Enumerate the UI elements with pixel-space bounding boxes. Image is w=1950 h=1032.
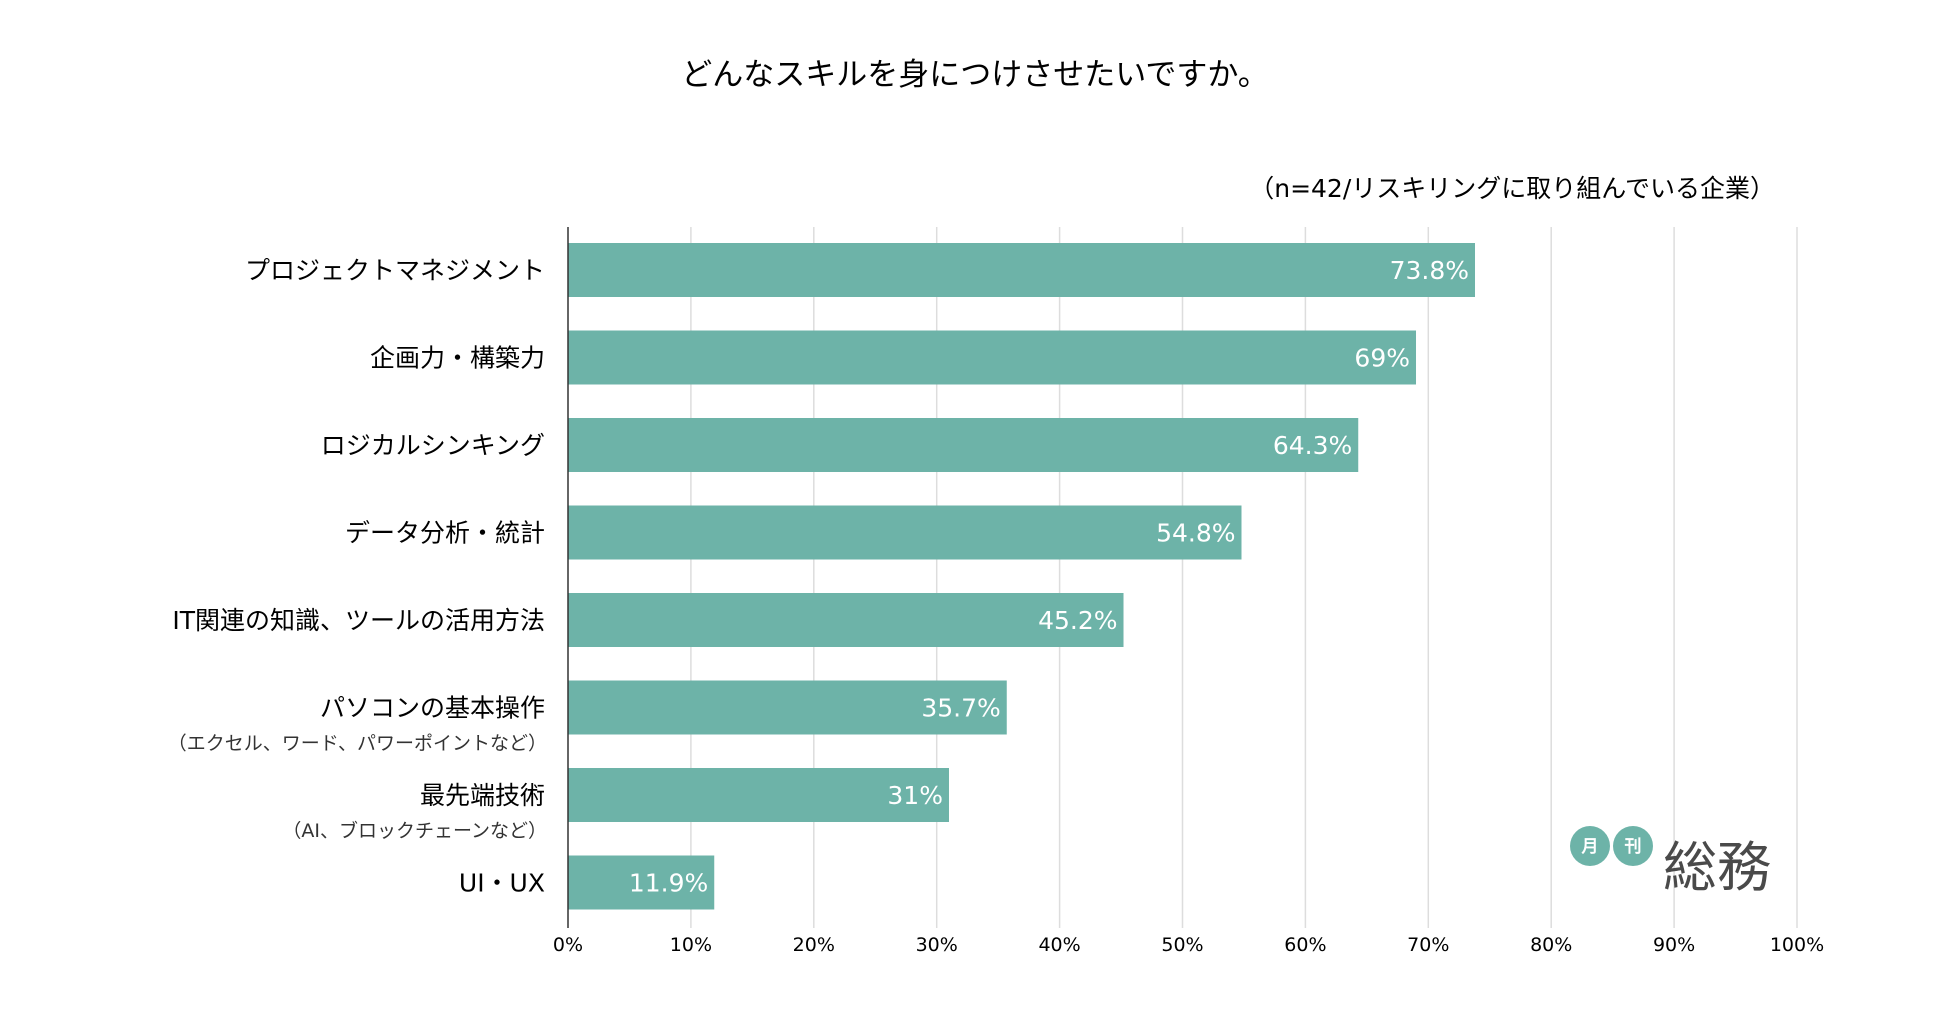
category-label: ロジカルシンキング [321,431,545,460]
x-tick-label: 10% [670,934,712,956]
x-tick-label: 100% [1770,934,1824,956]
x-tick-label: 90% [1653,934,1695,956]
bar-value-label: 35.7% [921,694,1000,723]
bar [568,680,1007,735]
bar-value-label: 69% [1354,344,1410,373]
bar [568,505,1242,560]
bars: 73.8% 69% 64.3% 54.8% 45.2% 35.7% 31% 11.9% [568,243,1476,910]
bar-value-label: 31% [887,781,943,810]
chart-title: どんなスキルを身につけさせたいですか。 [681,57,1268,93]
x-tick-label: 20% [793,934,835,956]
bar [568,418,1359,472]
bar [568,243,1476,297]
x-tick-label: 70% [1407,934,1449,956]
bar [568,855,715,910]
logo-circle-2 [1613,826,1653,866]
bar [568,330,1417,385]
logo-circle-1 [1570,826,1610,866]
x-tick-label: 60% [1284,934,1326,956]
category-label: UI・UX [459,869,545,898]
bar-value-label: 73.8% [1390,256,1469,285]
x-tick-label: 50% [1161,934,1203,956]
bar [568,768,949,822]
x-axis-ticks: 0% 10% 20% 30% 40% 50% 60% 70% 80% 90% 100% [553,934,1824,956]
category-label: 最先端技術 [420,781,545,810]
category-label: データ分析・統計 [345,519,545,548]
x-tick-label: 80% [1530,934,1572,956]
category-sublabel: （AI、ブロックチェーンなど） [282,819,547,842]
logo: 月 刊 総務 [1570,826,1771,899]
category-label: 企画力・構築力 [370,344,545,373]
x-tick-label: 40% [1038,934,1080,956]
x-tick-label: 0% [553,934,583,956]
logo-circle-2-text: 刊 [1625,837,1642,857]
bar-value-label: 11.9% [629,869,708,898]
category-label: IT関連の知識、ツールの活用方法 [172,606,545,635]
bar-value-label: 45.2% [1038,606,1117,635]
chart-subtitle: （n=42/リスキリングに取り組んでいる企業） [1249,174,1775,203]
logo-text: 総務 [1663,836,1771,899]
x-tick-label: 30% [916,934,958,956]
bar [568,593,1124,647]
bar-value-label: 64.3% [1273,431,1352,460]
category-label: プロジェクトマネジメント [245,256,545,285]
bar-value-label: 54.8% [1156,519,1235,548]
logo-circle-1-text: 月 [1581,837,1599,857]
category-sublabel: （エクセル、ワード、パワーポイントなど） [168,733,547,755]
category-label: パソコンの基本操作 [320,694,545,723]
